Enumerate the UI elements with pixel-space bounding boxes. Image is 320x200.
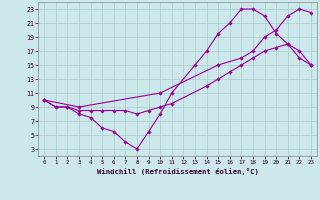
- X-axis label: Windchill (Refroidissement éolien,°C): Windchill (Refroidissement éolien,°C): [97, 168, 259, 175]
